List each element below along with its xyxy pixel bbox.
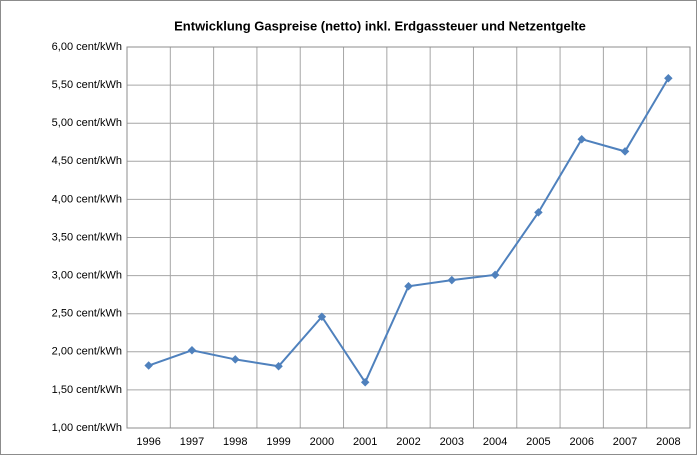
x-tick-label: 2006 bbox=[569, 436, 593, 448]
x-tick-label: 2002 bbox=[396, 436, 420, 448]
x-tick-label: 2007 bbox=[613, 436, 637, 448]
data-point bbox=[447, 275, 457, 285]
y-tick-label: 4,00 cent/kWh bbox=[52, 193, 122, 205]
x-tick-label: 1998 bbox=[223, 436, 247, 448]
y-tick-label: 5,50 cent/kWh bbox=[52, 79, 122, 91]
data-point bbox=[490, 270, 500, 280]
data-point bbox=[317, 312, 327, 321]
x-tick-label: 1997 bbox=[180, 436, 204, 448]
x-tick-label: 1996 bbox=[136, 436, 160, 448]
x-tick-label: 2000 bbox=[310, 436, 334, 448]
y-tick-label: 5,00 cent/kWh bbox=[52, 117, 122, 129]
x-tick-label: 2005 bbox=[526, 436, 550, 448]
data-point bbox=[404, 282, 413, 291]
x-tick-label: 2008 bbox=[656, 436, 680, 448]
y-tick-label: 2,50 cent/kWh bbox=[52, 308, 122, 320]
y-tick-label: 1,00 cent/kWh bbox=[52, 422, 122, 434]
y-tick-label: 1,50 cent/kWh bbox=[52, 384, 122, 396]
data-point bbox=[360, 378, 370, 387]
y-tick-label: 2,00 cent/kWh bbox=[52, 346, 122, 358]
x-tick-label: 2001 bbox=[353, 436, 377, 448]
y-tick-label: 6,00 cent/kWh bbox=[52, 41, 122, 53]
y-tick-label: 4,50 cent/kWh bbox=[52, 155, 122, 167]
y-tick-label: 3,00 cent/kWh bbox=[52, 270, 122, 282]
y-tick-label: 3,50 cent/kWh bbox=[52, 231, 122, 243]
data-point bbox=[187, 346, 197, 355]
x-tick-label: 2004 bbox=[483, 436, 507, 448]
plot-border bbox=[126, 46, 691, 429]
data-point bbox=[274, 362, 283, 371]
data-point bbox=[231, 355, 240, 364]
data-point bbox=[144, 361, 153, 370]
x-tick-label: 2003 bbox=[440, 436, 464, 448]
chart-title: Entwicklung Gaspreise (netto) inkl. Erdg… bbox=[174, 18, 586, 33]
x-tick-label: 1999 bbox=[266, 436, 290, 448]
